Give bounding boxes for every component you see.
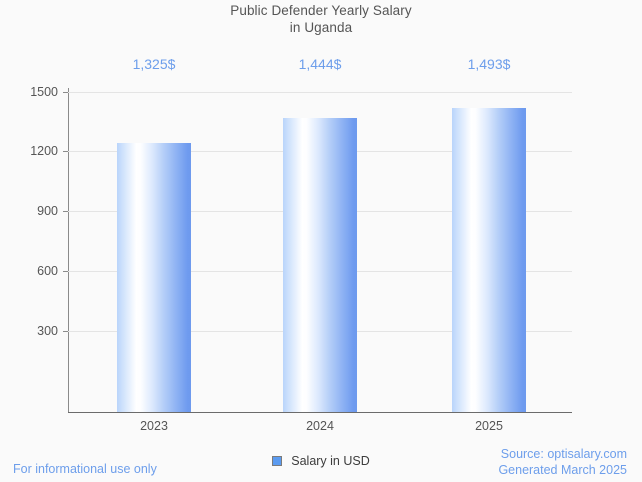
x-axis-label-2024: 2024 — [306, 419, 334, 433]
bar-2024[interactable] — [283, 118, 357, 412]
disclaimer-text: For informational use only — [13, 462, 157, 476]
y-axis-tick-1200 — [63, 151, 68, 152]
chart-title-line-2: in Uganda — [289, 19, 353, 35]
source-block: Source: optisalary.com Generated March 2… — [498, 446, 627, 478]
gridline-1500 — [68, 92, 572, 93]
bar-2025[interactable] — [452, 108, 526, 412]
x-axis-line — [68, 412, 572, 413]
y-axis-label-300: 300 — [37, 324, 58, 338]
generated-text: Generated March 2025 — [498, 463, 627, 477]
y-axis-label-600: 600 — [37, 264, 58, 278]
legend-label: Salary in USD — [291, 454, 370, 468]
y-axis-tick-1500 — [63, 92, 68, 93]
chart-title-line-1: Public Defender Yearly Salary — [230, 3, 412, 18]
y-axis-tick-900 — [63, 211, 68, 212]
value-label-2023: 1,325$ — [132, 56, 176, 72]
bar-2023[interactable] — [117, 142, 191, 412]
x-axis-label-2023: 2023 — [140, 419, 168, 433]
y-axis-tick-600 — [63, 271, 68, 272]
y-axis-line — [68, 88, 69, 413]
source-text: Source: optisalary.com — [500, 447, 627, 461]
y-axis-label-1200: 1200 — [30, 144, 58, 158]
y-axis-label-1500: 1500 — [30, 85, 58, 99]
x-axis-label-2025: 2025 — [475, 419, 503, 433]
chart-title: Public Defender Yearly Salary in Uganda — [0, 3, 642, 36]
value-label-2025: 1,493$ — [467, 56, 511, 72]
legend-swatch-icon — [272, 456, 283, 466]
plot-area — [68, 88, 572, 412]
y-axis-label-900: 900 — [37, 204, 58, 218]
legend-item-salary-in-usd[interactable]: Salary in USD — [266, 452, 376, 470]
chart-legend: Salary in USD — [0, 452, 642, 470]
y-axis-tick-300 — [63, 331, 68, 332]
value-label-2024: 1,444$ — [298, 56, 342, 72]
